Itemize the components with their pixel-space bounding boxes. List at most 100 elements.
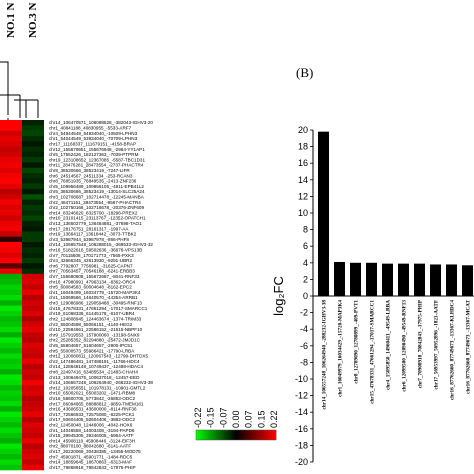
colorbar-swatch (256, 430, 259, 440)
heatmap-row-label: chr2_124808945_124463674_-1374-TRIM33 (49, 316, 142, 321)
colorbar-swatch (198, 430, 201, 440)
panel-label: (B) (296, 65, 313, 80)
heatmap-cell (22, 268, 44, 275)
heatmap-row-label: chr14_106657548_106288015_-369533-IGHV3-… (49, 242, 153, 247)
heatmap-cell (0, 226, 22, 232)
heatmap-cell (22, 406, 44, 412)
colorbar-swatch (224, 430, 227, 440)
heatmap-cell (0, 273, 22, 280)
heatmap-cell (0, 231, 22, 237)
heatmap-row-label: chr12_155679551_155676948_-2964-YY1AP1 (49, 147, 145, 152)
heatmap-row-label: chr17_79868918_79842843_-17975-PHIP (49, 465, 136, 470)
x-tick-label: chr7_70908918_70842843_-17975-PHIP (418, 299, 424, 388)
heatmap-cell (22, 215, 44, 222)
colorbar-tick-label: -0.22 (193, 407, 203, 428)
heatmap-cell (22, 157, 44, 163)
y-tick-label: 12 (298, 191, 308, 201)
heatmap-row-label: chr8_76851935_76849535_-2413-ZNF236 (49, 179, 137, 184)
colorbar-tick-label: 0.00 (231, 410, 241, 428)
heatmap-row-label: chr16_43606531_43600000_-8114-RNF36 (49, 407, 137, 412)
heatmap-cell (22, 401, 44, 407)
heatmap-cell (22, 464, 44, 471)
heatmap-row-label: chr5_55000573_55986421_-17790-LRBA (49, 348, 135, 353)
colorbar-swatch (202, 430, 205, 440)
y-tick-label: 2 (303, 274, 308, 284)
heatmap-row-label: chr1_16049499_16034779_-15720-MAP3K4 (49, 290, 141, 295)
heatmap-cell (0, 167, 22, 174)
heatmap-cell (0, 279, 22, 285)
heatmap-cell (0, 459, 22, 465)
colorbar-swatch (210, 430, 213, 440)
bar (414, 263, 425, 296)
heatmap-cell (0, 464, 22, 471)
heatmap-cell (0, 443, 22, 450)
x-tick-label: chr16_87762660_87749673_-13367-KLHDC4 (450, 300, 456, 400)
heatmap-cell (0, 401, 22, 407)
colorbar-swatch (270, 430, 273, 440)
heatmap-cell (22, 295, 44, 301)
heatmap-cell (0, 305, 22, 312)
heatmap-cell (0, 252, 22, 259)
heatmap-row-label: chr2_147486481_147488191_-11766-HDC4 (49, 359, 140, 364)
colorbar-swatch (232, 430, 235, 440)
heatmap-row-label: chr3_53987944_53987978_-866-PHF8 (49, 237, 129, 242)
heatmap-cell (22, 432, 44, 439)
heatmap-cell (22, 263, 44, 269)
heatmap-cell (22, 448, 44, 455)
heatmap-row-label: chr5_60084583_60004648_-8162-EPC2 (49, 285, 132, 290)
heatmap-cell (0, 157, 22, 163)
y-tick-label: 8 (303, 225, 308, 235)
bar (334, 261, 345, 296)
heatmap-cell (22, 305, 44, 312)
heatmap-row-label: chr16_47980991_47963134_-8362-ORC4 (49, 279, 136, 284)
colorbar-swatch (216, 430, 219, 440)
y-tick-label: 10 (298, 208, 308, 218)
heatmap-cell (22, 348, 44, 354)
colorbar-swatch (254, 430, 257, 440)
heatmap-cell (0, 411, 22, 418)
heatmap-cell (22, 321, 44, 328)
heatmap-row-label: chr17_72566933_72575080_-8225-PCK1 (49, 412, 135, 417)
heatmap-cell (0, 326, 22, 333)
heatmap-cell (22, 395, 44, 402)
colorbar-swatch (260, 430, 263, 440)
bar (462, 265, 473, 296)
colorbar-swatch (252, 430, 255, 440)
bar (446, 264, 457, 296)
heatmap-cell (0, 337, 22, 344)
heatmap-row-label: chr19_13664117_13618442_-3073-TTBK2 (49, 232, 137, 237)
heatmap-cell (0, 204, 22, 211)
heatmap-cell (22, 374, 44, 381)
colorbar-swatch (200, 430, 203, 440)
heatmap-dendrogram (0, 61, 39, 120)
heatmap-cell (0, 151, 22, 158)
heatmap-row-label: chr19_61068336_61445178_-6107-UBR4 (49, 311, 135, 316)
colorbar-swatch (250, 430, 253, 440)
heatmap-row-label: chr10_23101415_23113767_-12352-OPATCH1 (49, 216, 146, 221)
bar (350, 262, 361, 296)
colorbar-tick-label: -0.07 (218, 407, 228, 428)
heatmap-row-label: chr4_42666345_42613930_-9291-UBR2 (49, 258, 132, 263)
heatmap-cell (22, 183, 44, 190)
heatmap-column-label: NO.3 N (27, 3, 39, 39)
colorbar-swatch (266, 430, 269, 440)
heatmap-row-label: chr14_106557248_106264940_-268232-IGHV3-… (49, 380, 153, 385)
heatmap-cell (0, 321, 22, 328)
y-tick-label: 20 (298, 125, 308, 135)
colorbar-swatch (226, 430, 229, 440)
heatmap-cell (0, 406, 22, 412)
colorbar-swatch (246, 430, 249, 440)
heatmap-cell (22, 443, 44, 450)
heatmap-row-label: chr13_136502779_136464881_-37698-TAO1 (49, 221, 142, 226)
bar (430, 264, 441, 296)
heatmap-row-label: chr15_39945305_39346005_-5964-AATF (49, 433, 134, 438)
heatmap-row-label: chr15_47678331_47661294_-17017-SMARCC1 (49, 306, 148, 311)
y-tick-label: -6 (300, 341, 308, 351)
heatmap-row-label: chr2_102750166_102716678_-20376-ZNF609 (49, 205, 144, 210)
heatmap-cell (0, 263, 22, 269)
heatmap-row-label: chr17_11168337_111679151_-4158-BRAP (49, 141, 136, 146)
heatmap-cell (0, 188, 22, 195)
heatmap-row-label: chr2_12450048_12446006_-4042-HOX6 (49, 423, 133, 428)
heatmap-cell (22, 342, 44, 349)
x-tick-label: chr16_87762660_87749673_-13367-MCAT (466, 299, 472, 393)
